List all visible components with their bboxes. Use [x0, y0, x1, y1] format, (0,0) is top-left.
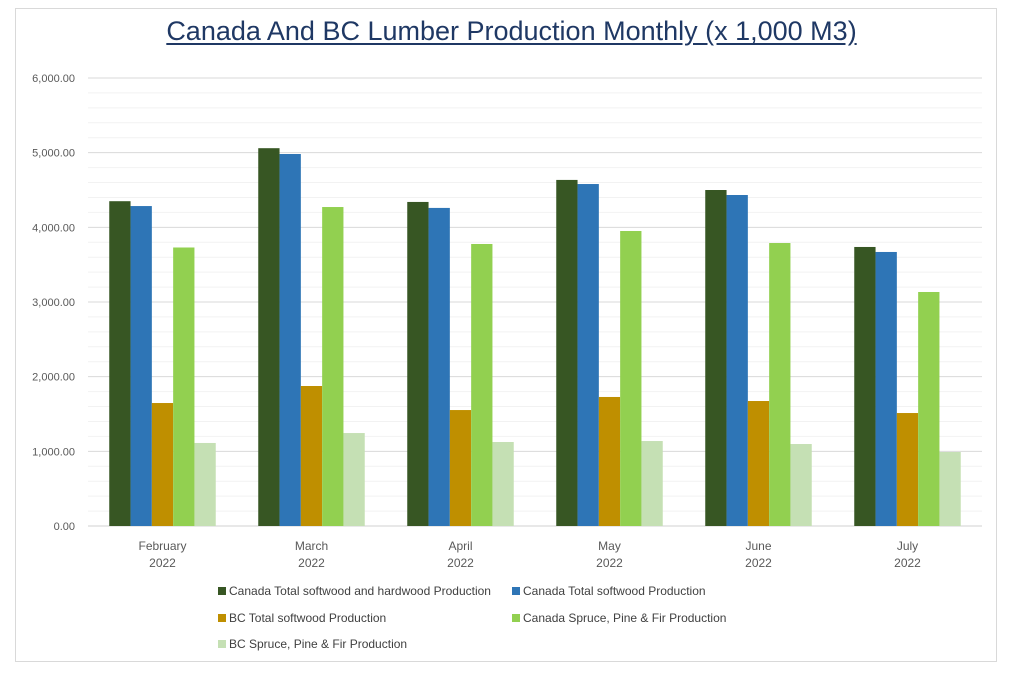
y-tick-label: 6,000.00: [32, 73, 75, 85]
legend-label-4: BC Spruce, Pine & Fir Production: [229, 637, 408, 651]
bar-1-july: [875, 251, 897, 526]
bar-4-march: [343, 433, 365, 526]
bar-3-april: [471, 243, 493, 526]
bar-3-february: [173, 247, 195, 526]
y-tick-label: 5,000.00: [32, 148, 75, 160]
legend-label-3: Canada Spruce, Pine & Fir Production: [523, 611, 727, 625]
legend-item-1: Canada Total softwood Production: [512, 584, 706, 598]
bar-3-june: [769, 243, 791, 526]
bar-1-march: [279, 154, 301, 526]
legend-label-0: Canada Total softwood and hardwood Produ…: [229, 584, 491, 598]
x-tick-label-month: February: [138, 539, 186, 553]
legend-swatch-2: [218, 614, 226, 622]
bar-0-february: [109, 201, 131, 526]
bar-4-february: [194, 442, 216, 526]
legend-item-3: Canada Spruce, Pine & Fir Production: [512, 611, 726, 625]
x-tick-label-month: July: [897, 539, 918, 553]
x-tick-label-month: May: [598, 539, 621, 553]
bar-2-june: [747, 401, 770, 526]
x-tick-label-year: 2022: [596, 556, 623, 570]
legend-swatch-1: [512, 587, 520, 595]
x-tick-label-month: April: [448, 539, 472, 553]
bar-0-march: [258, 148, 280, 527]
bar-1-february: [130, 206, 152, 526]
bar-2-april: [449, 410, 472, 526]
bar-3-july: [918, 291, 940, 526]
bar-3-may: [620, 230, 642, 526]
bar-0-april: [407, 201, 429, 527]
y-tick-label: 1,000.00: [32, 446, 75, 458]
legend-label-1: Canada Total softwood Production: [523, 584, 706, 598]
x-tick-label-year: 2022: [149, 556, 176, 570]
bar-1-april: [428, 207, 450, 527]
chart-title: Canada And BC Lumber Production Monthly …: [166, 16, 857, 46]
x-tick-label-month: June: [745, 539, 771, 553]
legend-swatch-3: [512, 614, 520, 622]
bar-4-june: [790, 444, 812, 526]
bar-2-may: [598, 396, 621, 526]
bar-4-may: [641, 441, 663, 526]
bar-1-may: [577, 184, 599, 526]
legend-item-0: Canada Total softwood and hardwood Produ…: [218, 584, 491, 598]
x-tick-label-year: 2022: [894, 556, 921, 570]
x-tick-label-month: March: [295, 539, 328, 553]
y-tick-label: 0.00: [54, 521, 75, 533]
bar-0-july: [854, 246, 876, 526]
legend-label-2: BC Total softwood Production: [229, 611, 387, 625]
x-tick-label-year: 2022: [298, 556, 325, 570]
bar-0-may: [556, 179, 578, 527]
y-tick-label: 3,000.00: [32, 297, 75, 309]
legend-swatch-0: [218, 587, 226, 595]
bar-0-june: [705, 190, 727, 526]
bar-4-july: [939, 452, 961, 526]
x-tick-label-year: 2022: [447, 556, 474, 570]
bar-1-june: [726, 195, 748, 526]
legend-swatch-4: [218, 640, 226, 648]
bar-2-february: [151, 403, 174, 526]
bar-3-march: [322, 207, 344, 527]
y-tick-label: 2,000.00: [32, 372, 75, 384]
x-tick-label-year: 2022: [745, 556, 772, 570]
bar-2-march: [300, 386, 323, 526]
bar-2-july: [896, 413, 919, 526]
y-tick-label: 4,000.00: [32, 222, 75, 234]
legend-item-2: BC Total softwood Production: [218, 611, 386, 625]
bar-4-april: [492, 442, 514, 526]
legend-item-4: BC Spruce, Pine & Fir Production: [218, 637, 407, 651]
